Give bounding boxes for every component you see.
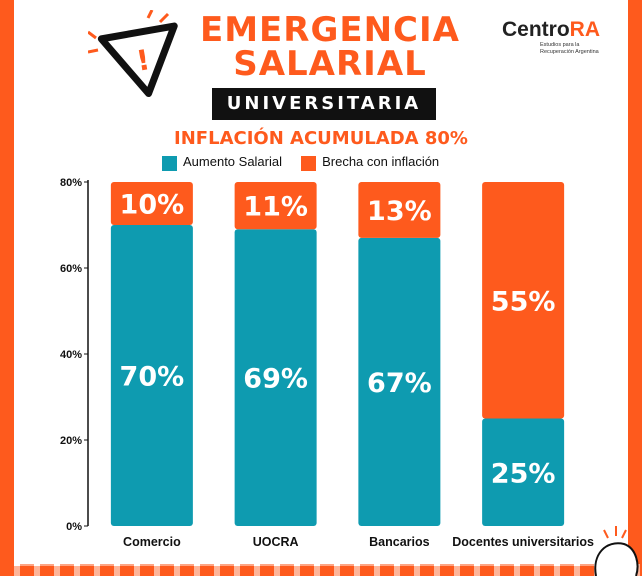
torn-edge-decoration [0, 564, 642, 576]
bar-aumento-salarial [234, 229, 317, 527]
y-tick-label: 80% [60, 177, 82, 189]
bar-aumento-salarial [482, 418, 565, 526]
data-label-brecha: 13% [367, 196, 432, 227]
legend-item-aumento: Aumento Salarial [162, 154, 282, 171]
logo-tagline: Estudios para la Recuperación Argentina [540, 42, 599, 55]
chart-title: INFLACIÓN ACUMULADA 80% [174, 128, 468, 149]
data-label-brecha: 11% [243, 192, 308, 223]
headline-line-1: EMERGENCIA [200, 10, 460, 50]
legend-label-brecha: Brecha con inflación [322, 154, 440, 170]
y-tick-label: 20% [60, 435, 82, 447]
data-label-brecha: 10% [120, 190, 185, 221]
headline-line-2: SALARIAL [233, 44, 427, 84]
logo-wordmark: CentroRA [502, 18, 612, 42]
hand-drawn-doodle-decoration [594, 526, 639, 576]
bar-brecha-inflacion [358, 182, 441, 238]
data-label-aumento: 67% [367, 368, 432, 399]
svg-text:!: ! [134, 43, 152, 78]
bar-brecha-inflacion [110, 182, 193, 225]
bar-brecha-inflacion [234, 182, 317, 230]
data-label-aumento: 25% [491, 458, 556, 489]
centro-ra-logo: CentroRA Estudios para la Recuperación A… [502, 18, 612, 56]
subtitle-banner: UNIVERSITARIA [212, 88, 436, 120]
data-label-aumento: 70% [120, 362, 185, 393]
x-category-label: Comercio [123, 535, 181, 549]
data-label-brecha: 55% [491, 286, 556, 317]
logo-brand-accent: RA [569, 18, 601, 41]
bar-aumento-salarial [358, 237, 441, 526]
chart-legend: Aumento Salarial Brecha con inflación [162, 152, 453, 171]
legend-item-brecha: Brecha con inflación [301, 154, 440, 171]
x-category-label: Docentes universitarios [452, 535, 594, 549]
bar-brecha-inflacion [482, 182, 565, 419]
legend-swatch-aumento [162, 155, 177, 171]
legend-label-aumento: Aumento Salarial [183, 154, 282, 170]
data-label-aumento: 69% [243, 364, 308, 395]
y-tick-label: 0% [66, 521, 82, 533]
y-tick-label: 60% [60, 263, 82, 275]
y-tick-label: 40% [60, 349, 82, 361]
legend-swatch-brecha [301, 155, 317, 171]
warning-triangle-icon: ! [88, 10, 178, 98]
bar-aumento-salarial [110, 225, 193, 526]
logo-brand-main: Centro [502, 18, 570, 41]
x-category-label: UOCRA [253, 535, 299, 549]
x-category-label: Bancarios [369, 535, 429, 549]
